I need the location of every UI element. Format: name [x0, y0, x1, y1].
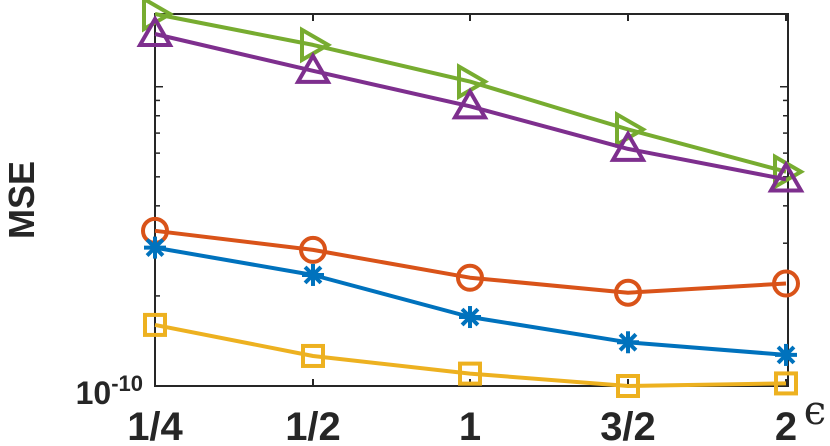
- asterisk-marker-stroke: [303, 265, 323, 285]
- square-marker: [774, 371, 798, 396]
- x-axis-label: ϵ: [804, 388, 826, 434]
- square-marker: [143, 312, 167, 337]
- square-marker: [616, 374, 640, 398]
- data-point: [774, 371, 798, 396]
- circle-marker: [456, 263, 484, 292]
- x-axis-tick-labels: 1/4 1/2 1 3/2 2: [127, 405, 797, 446]
- data-point: [144, 236, 166, 259]
- series-triangle-right: [142, 0, 806, 191]
- data-point: [767, 160, 805, 193]
- series-layer: [136, 0, 806, 398]
- x-tick-label: 3/2: [600, 405, 656, 446]
- triangle-up-marker: [136, 15, 174, 48]
- data-point: [456, 263, 484, 292]
- series-line: [154, 32, 787, 182]
- data-point: [300, 26, 333, 64]
- triangle-up-marker: [767, 160, 805, 193]
- triangle-up-marker: [609, 129, 647, 162]
- data-point: [459, 306, 481, 329]
- data-point: [614, 278, 642, 307]
- triangle-right-marker: [457, 63, 490, 101]
- triangle-right-marker: [300, 26, 333, 64]
- y-tick-label-base: 10: [76, 375, 112, 411]
- asterisk-marker-stroke: [776, 345, 796, 365]
- square-marker: [301, 343, 325, 368]
- x-tick-label: 1/2: [285, 405, 341, 446]
- square-marker: [458, 361, 482, 386]
- data-point: [772, 269, 800, 298]
- y-axis-ticks: [155, 85, 788, 387]
- x-axis-ticks: [154, 14, 787, 386]
- asterisk-marker-stroke: [460, 307, 480, 327]
- data-point: [775, 343, 797, 366]
- data-point: [617, 331, 639, 354]
- data-point: [136, 15, 174, 48]
- data-point: [302, 263, 324, 286]
- y-tick-label: 10-10: [76, 371, 143, 411]
- x-tick-label: 2: [775, 405, 797, 446]
- data-point: [294, 51, 332, 84]
- y-tick-label-exponent: -10: [111, 371, 143, 396]
- series-square: [143, 312, 798, 398]
- data-point: [616, 374, 640, 398]
- plot-frame: [154, 13, 789, 387]
- circle-marker: [772, 269, 800, 298]
- triangle-up-marker: [451, 87, 489, 120]
- asterisk-marker-stroke: [618, 332, 638, 352]
- data-point: [299, 235, 327, 264]
- y-axis-tick-labels: 10-10: [76, 371, 143, 411]
- data-point: [609, 129, 647, 162]
- data-point: [451, 87, 489, 120]
- series-asterisk: [144, 236, 797, 366]
- series-line: [154, 12, 787, 174]
- data-point: [301, 343, 325, 368]
- series-triangle-up: [136, 15, 805, 193]
- plot-area: [136, 0, 806, 398]
- y-axis-label: MSE: [1, 161, 42, 239]
- x-tick-label: 1: [459, 405, 481, 446]
- circle-marker: [299, 235, 327, 264]
- triangle-up-marker: [294, 51, 332, 84]
- series-line: [154, 322, 787, 388]
- circle-marker: [614, 278, 642, 307]
- data-point: [458, 361, 482, 386]
- data-point: [143, 312, 167, 337]
- asterisk-marker-stroke: [145, 238, 165, 257]
- x-tick-label: 1/4: [127, 405, 183, 446]
- series-line: [154, 228, 787, 295]
- data-point: [457, 63, 490, 101]
- series-line: [154, 245, 787, 357]
- series-circle: [141, 216, 800, 307]
